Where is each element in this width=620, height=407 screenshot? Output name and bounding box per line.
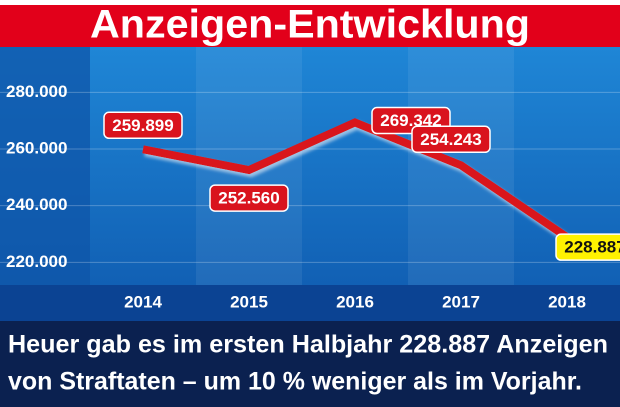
chart-title: Anzeigen-Entwicklung [90,3,530,47]
y-tick-label: 280.000 [6,82,67,101]
x-tick-label: 2015 [230,292,268,311]
y-tick-label: 240.000 [6,195,67,214]
value-label-box [103,111,183,140]
value-label: 254.243 [420,130,481,149]
caption-line: von Straftaten – um 10 % weniger als im … [8,368,582,396]
y-tick-label: 260.000 [6,138,67,157]
value-label: 269.342 [380,111,441,130]
title-banner [0,5,620,47]
caption-background [0,321,620,407]
value-label: 228.887 [564,238,620,257]
value-label-box [411,125,491,154]
y-tick-label: 220.000 [6,252,67,271]
line [142,118,570,241]
plot-background [0,47,620,285]
x-tick-label: 2018 [548,292,586,311]
x-tick-label: 2016 [336,292,374,311]
value-label: 259.899 [112,116,173,135]
category-strip [0,285,620,321]
x-tick-label: 2017 [442,292,480,311]
value-label-box [555,233,620,261]
value-label-box [209,184,289,212]
caption-line: Heuer gab es im ersten Halbjahr 228.887 … [8,331,608,359]
axis-background [0,47,90,285]
x-tick-label: 2014 [124,292,162,311]
value-label: 252.560 [218,189,279,208]
